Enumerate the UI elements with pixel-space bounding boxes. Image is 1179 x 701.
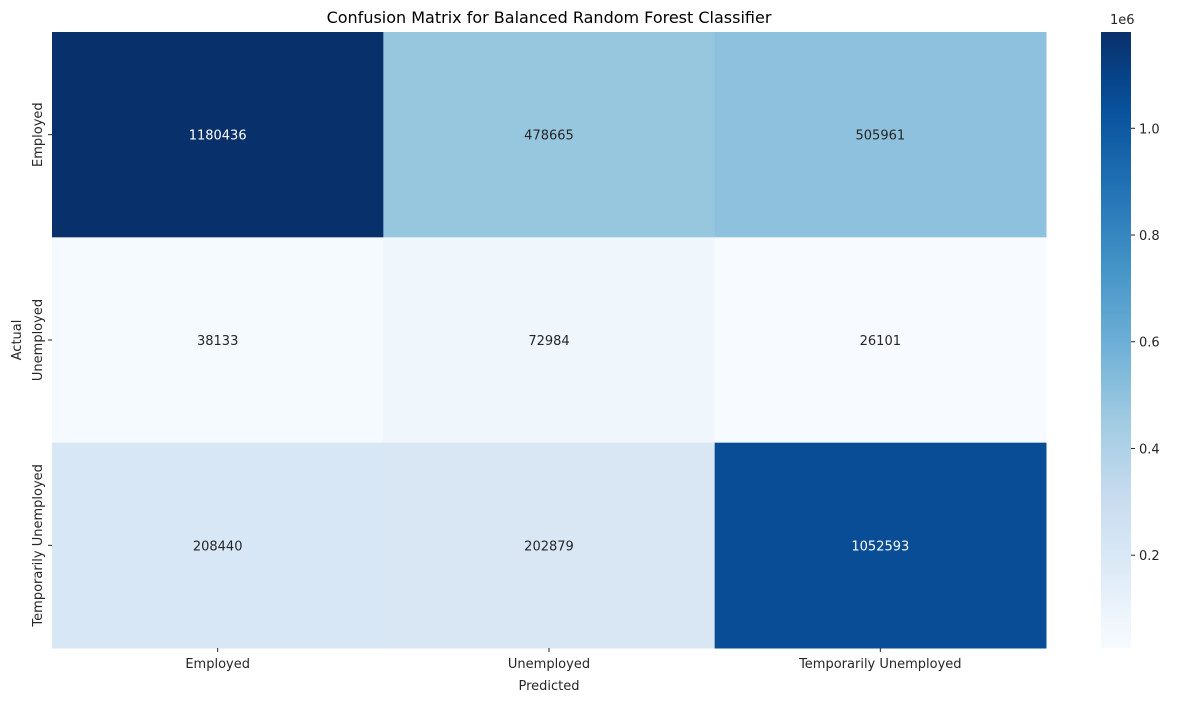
cell-value-label: 208440: [193, 539, 243, 554]
cell-value-label: 505961: [856, 129, 906, 144]
heatmap-cell: [52, 237, 384, 444]
colorbar-tick-label: 1.0: [1139, 122, 1160, 137]
cell-value-label: 1180436: [189, 129, 247, 144]
heatmap-cell: [383, 442, 716, 649]
y-axis-ticks: Employed Unemployed Temporarily Unemployed: [31, 102, 52, 628]
heatmap-cells: 1180436 478665 505961 38133 72984 26101 208440…: [52, 32, 1047, 649]
colorbar: [1101, 32, 1131, 648]
heatmap-cell: [714, 237, 1047, 444]
cell-value-label: 38133: [197, 334, 238, 349]
colorbar-offset-label: 1e6: [1110, 13, 1135, 28]
x-tick-label: Employed: [185, 657, 250, 672]
heatmap-cell: [52, 442, 384, 649]
heatmap-cell: [383, 32, 716, 238]
x-tick-label: Unemployed: [508, 657, 590, 672]
x-axis-label: Predicted: [518, 679, 579, 694]
heatmap-cell: [714, 32, 1047, 238]
colorbar-tick-label: 0.2: [1139, 549, 1160, 564]
y-tick-label: Temporarily Unemployed: [31, 464, 46, 627]
y-tick-label: Employed: [31, 102, 46, 167]
x-axis-ticks: Employed Unemployed Temporarily Unemployed: [185, 648, 962, 672]
cell-value-label: 26101: [860, 334, 901, 349]
colorbar-ticks: 0.2 0.4 0.6 0.8 1.0: [1131, 122, 1160, 564]
colorbar-tick-label: 0.8: [1139, 229, 1160, 244]
y-axis-label: Actual: [10, 320, 25, 361]
cell-value-label: 202879: [524, 539, 574, 554]
cell-value-label: 478665: [524, 129, 574, 144]
colorbar-tick-label: 0.4: [1139, 442, 1160, 457]
y-tick-label: Unemployed: [31, 299, 46, 381]
x-tick-label: Temporarily Unemployed: [798, 657, 961, 672]
chart-title: Confusion Matrix for Balanced Random For…: [327, 8, 772, 27]
heatmap-cell: [52, 32, 384, 238]
cell-value-label: 72984: [528, 334, 569, 349]
heatmap-cell: [714, 442, 1047, 649]
cell-value-label: 1052593: [851, 539, 909, 554]
heatmap-cell: [383, 237, 716, 444]
colorbar-tick-label: 0.6: [1139, 336, 1160, 351]
